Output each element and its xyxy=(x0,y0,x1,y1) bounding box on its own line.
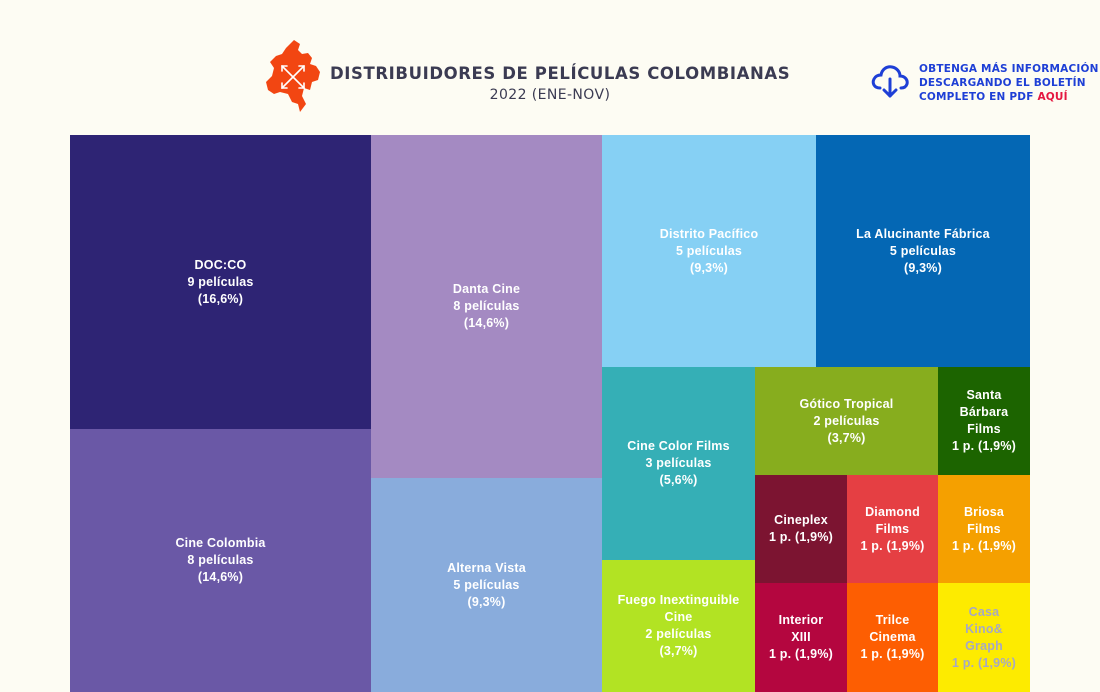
percent-label: (14,6%) xyxy=(463,316,510,330)
distributor-name: Interior XIII xyxy=(778,613,824,644)
film-count-label: 1 p. (1,9%) xyxy=(860,647,925,661)
treemap-cell-doc-co[interactable]: DOC:CO 9 películas (16,6%) xyxy=(70,135,371,429)
film-count-label: 2 películas xyxy=(645,627,712,641)
download-line-3: COMPLETO EN PDF AQUÍ xyxy=(919,90,1099,104)
treemap-cell-alterna-vista[interactable]: Alterna Vista 5 películas (9,3%) xyxy=(371,478,602,692)
distributor-name: Danta Cine xyxy=(452,282,521,296)
film-count-label: 8 películas xyxy=(187,553,254,567)
title-block: DISTRIBUIDORES DE PELÍCULAS COLOMBIANAS … xyxy=(330,64,791,103)
percent-label: (9,3%) xyxy=(903,260,942,275)
film-count-label: 1 p. (1,9%) xyxy=(768,647,834,661)
cell-label: Fuego Inextinguible Cine 2 películas (3,7%) xyxy=(612,592,746,660)
distributor-name: Distrito Pacífico xyxy=(659,226,759,241)
treemap-cell-casa-kino-graph[interactable]: Casa Kino& Graph 1 p. (1,9%) xyxy=(938,583,1030,692)
treemap-cell-diamond-films[interactable]: Diamond Films 1 p. (1,9%) xyxy=(847,475,938,583)
percent-label: (9,3%) xyxy=(689,260,729,275)
treemap-cell-cine-color-films[interactable]: Cine Color Films 3 películas (5,6%) xyxy=(602,367,755,560)
distributor-name: DOC:CO xyxy=(194,257,247,272)
cell-label: Distrito Pacífico 5 películas (9,3%) xyxy=(654,226,765,277)
download-line-2: DESCARGANDO EL BOLETÍN xyxy=(919,77,1086,89)
download-text: OBTENGA MÁS INFORMACIÓN DESCARGANDO EL B… xyxy=(919,62,1099,104)
cell-label: Diamond Films 1 p. (1,9%) xyxy=(854,504,930,555)
distributor-name: Santa Bárbara Films xyxy=(959,388,1009,436)
download-line-1: OBTENGA MÁS INFORMACIÓN xyxy=(919,63,1099,75)
treemap-cell-cine-colombia[interactable]: Cine Colombia 8 películas (14,6%) xyxy=(70,429,371,692)
film-count-label: 3 películas xyxy=(645,456,712,470)
treemap-cell-interior-xiii[interactable]: Interior XIII 1 p. (1,9%) xyxy=(755,583,847,692)
distributor-name: Cine Color Films xyxy=(627,439,730,453)
cell-label: La Alucinante Fábrica 5 películas (9,3%) xyxy=(850,226,996,277)
cell-label: Briosa Films 1 p. (1,9%) xyxy=(946,504,1022,555)
cell-label: Alterna Vista 5 películas (9,3%) xyxy=(441,560,532,611)
treemap-cell-santa-barbara-films[interactable]: Santa Bárbara Films 1 p. (1,9%) xyxy=(938,367,1030,475)
percent-label: (3,7%) xyxy=(827,430,866,445)
chart-subtitle: 2022 (ENE-NOV) xyxy=(489,87,611,103)
cell-label: Cineplex 1 p. (1,9%) xyxy=(763,512,839,546)
chart-title: DISTRIBUIDORES DE PELÍCULAS COLOMBIANAS xyxy=(330,64,791,83)
cloud-download-icon xyxy=(871,65,909,98)
distributor-name: Briosa Films xyxy=(963,504,1005,536)
percent-label: (16,6%) xyxy=(197,291,244,306)
cell-label: Gótico Tropical 2 películas (3,7%) xyxy=(794,396,900,447)
treemap-cell-la-alucinante-fabrica[interactable]: La Alucinante Fábrica 5 películas (9,3%) xyxy=(816,135,1030,367)
treemap-cell-trilce-cinema[interactable]: Trilce Cinema 1 p. (1,9%) xyxy=(847,583,938,692)
cell-label: Trilce Cinema 1 p. (1,9%) xyxy=(854,612,930,663)
treemap-cell-fuego-inextinguible-cine[interactable]: Fuego Inextinguible Cine 2 películas (3,7%) xyxy=(602,560,755,692)
treemap-cell-danta-cine[interactable]: Danta Cine 8 películas (14,6%) xyxy=(371,135,602,478)
colombia-map-icon xyxy=(266,40,320,112)
download-link-aqui[interactable]: AQUÍ xyxy=(1037,91,1068,103)
treemap-cell-gotico-tropical[interactable]: Gótico Tropical 2 películas (3,7%) xyxy=(755,367,938,475)
film-count-label: 5 películas xyxy=(889,243,957,258)
percent-label: (9,3%) xyxy=(467,594,506,609)
film-count-label: 8 películas xyxy=(453,299,520,313)
download-line-3-text: COMPLETO EN PDF xyxy=(919,91,1034,103)
film-count-label: 5 películas xyxy=(453,577,520,592)
cell-label: DOC:CO 9 películas (16,6%) xyxy=(181,257,259,308)
percent-label: (14,6%) xyxy=(197,570,244,584)
distributor-name: Cineplex xyxy=(774,513,828,527)
distributor-name: Fuego Inextinguible Cine xyxy=(617,593,740,624)
distributor-name: Casa Kino& Graph xyxy=(965,604,1003,653)
film-count-label: 1 p. (1,9%) xyxy=(951,439,1017,453)
header: DISTRIBUIDORES DE PELÍCULAS COLOMBIANAS … xyxy=(0,0,1100,135)
cell-label: Casa Kino& Graph 1 p. (1,9%) xyxy=(946,604,1022,672)
distributor-name: La Alucinante Fábrica xyxy=(856,226,990,241)
cell-label: Santa Bárbara Films 1 p. (1,9%) xyxy=(946,387,1022,455)
distributor-name: Diamond Films xyxy=(865,504,920,536)
distributor-name: Trilce Cinema xyxy=(869,613,916,644)
film-count-label: 5 películas xyxy=(675,243,743,258)
cell-label: Danta Cine 8 películas (14,6%) xyxy=(447,281,526,332)
percent-label: (5,6%) xyxy=(659,473,698,487)
treemap-cell-cineplex[interactable]: Cineplex 1 p. (1,9%) xyxy=(755,475,847,583)
distributor-name: Gótico Tropical xyxy=(799,396,894,411)
cell-label: Cine Colombia 8 películas (14,6%) xyxy=(169,535,271,586)
percent-label: (3,7%) xyxy=(659,644,698,658)
download-bulletin-link[interactable]: OBTENGA MÁS INFORMACIÓN DESCARGANDO EL B… xyxy=(870,60,1098,108)
treemap-cell-distrito-pacifico[interactable]: Distrito Pacífico 5 películas (9,3%) xyxy=(602,135,816,367)
film-count-label: 2 películas xyxy=(813,413,880,428)
cell-label: Cine Color Films 3 películas (5,6%) xyxy=(621,438,736,489)
distributor-name: Alterna Vista xyxy=(447,560,526,575)
cell-label: Interior XIII 1 p. (1,9%) xyxy=(763,612,839,663)
treemap-chart: DOC:CO 9 películas (16,6%) Cine Colombia 8 p… xyxy=(70,135,1030,692)
film-count-label: 1 p. (1,9%) xyxy=(951,655,1017,670)
treemap-cell-briosa-films[interactable]: Briosa Films 1 p. (1,9%) xyxy=(938,475,1030,583)
film-count-label: 9 películas xyxy=(187,274,254,289)
distributor-name: Cine Colombia xyxy=(175,536,266,550)
film-count-label: 1 p. (1,9%) xyxy=(951,538,1017,553)
film-count-label: 1 p. (1,9%) xyxy=(860,538,925,553)
film-count-label: 1 p. (1,9%) xyxy=(768,530,834,544)
